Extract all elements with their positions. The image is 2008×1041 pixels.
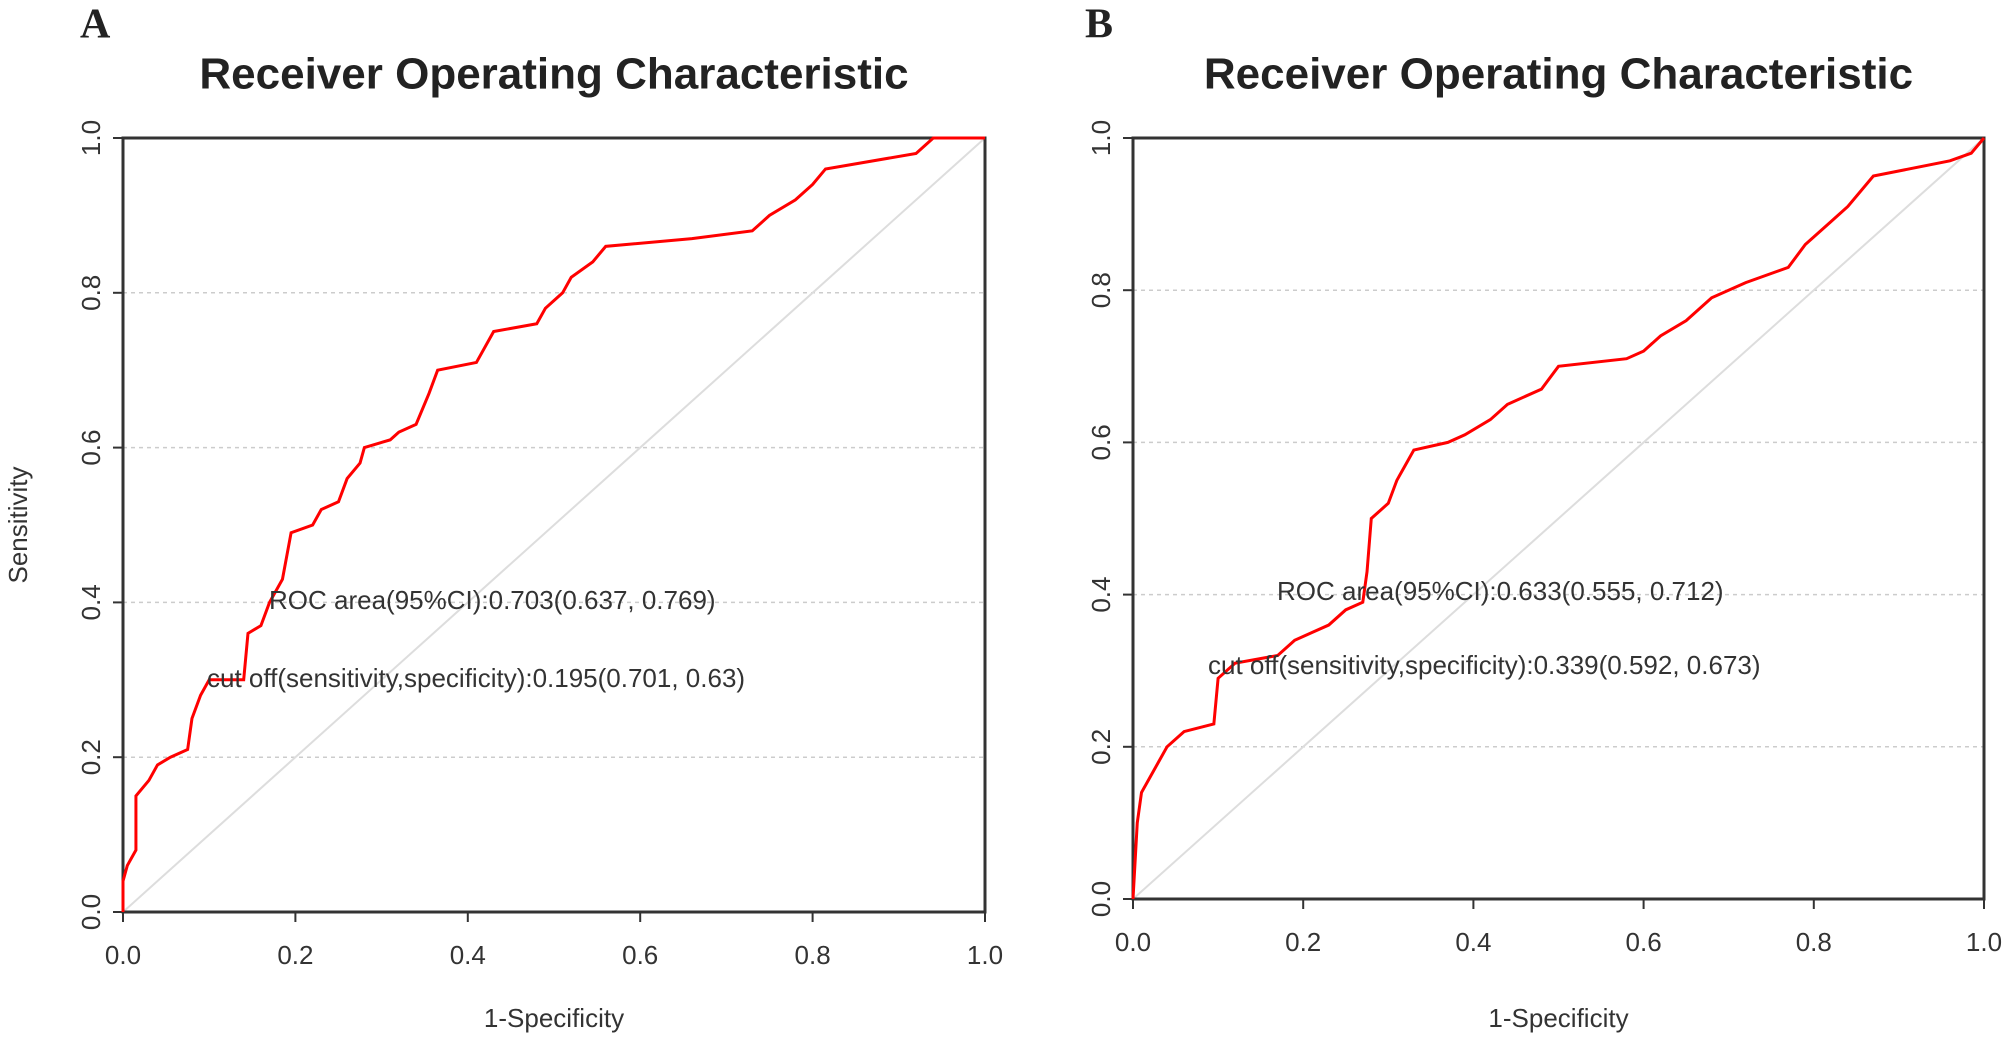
y-tick-label: 0.2	[1086, 729, 1116, 765]
x-tick-label: 1.0	[1966, 927, 2002, 957]
x-tick-label: 0.6	[622, 940, 658, 970]
x-axis-label: 1-Specificity	[484, 1003, 624, 1033]
chart-title: Receiver Operating Characteristic	[199, 50, 908, 99]
y-tick-label: 1.0	[1086, 120, 1116, 156]
x-tick-label: 1.0	[967, 940, 1003, 970]
reference-diagonal	[122, 137, 986, 913]
y-tick-label: 0.0	[76, 894, 106, 930]
plot-frame	[121, 136, 987, 914]
x-axis-label: 1-Specificity	[1488, 1003, 1628, 1033]
annotation: ROC area(95%CI):0.633(0.555, 0.712)	[1277, 576, 1724, 606]
x-tick-label: 0.0	[1115, 927, 1151, 957]
roc-curve	[121, 136, 985, 912]
y-tick-label: 0.6	[1086, 424, 1116, 460]
x-tick-label: 0.0	[105, 940, 141, 970]
y-tick-label: 0.8	[1086, 272, 1116, 308]
y-tick-label: 0.0	[1086, 881, 1116, 917]
y-tick-label: 1.0	[76, 120, 106, 156]
x-tick-label: 0.4	[1455, 927, 1491, 957]
y-tick-label: 0.4	[76, 584, 106, 620]
panel-letter: B	[1085, 2, 1113, 48]
x-tick-label: 0.6	[1626, 927, 1662, 957]
annotation: cut off(sensitivity,specificity):0.195(0…	[207, 663, 745, 693]
y-tick-label: 0.2	[76, 739, 106, 775]
annotation: cut off(sensitivity,specificity):0.339(0…	[1208, 650, 1761, 680]
x-tick-label: 0.2	[1285, 927, 1321, 957]
x-tick-label: 0.8	[1796, 927, 1832, 957]
y-tick-label: 0.8	[76, 275, 106, 311]
x-tick-label: 0.4	[450, 940, 486, 970]
y-tick-label: 0.6	[76, 430, 106, 466]
reference-diagonal	[1132, 137, 1985, 900]
chart-title: Receiver Operating Characteristic	[1204, 50, 1913, 99]
y-axis-label: Sensitivity	[3, 466, 33, 583]
x-tick-label: 0.8	[795, 940, 831, 970]
panel-letter: A	[80, 2, 111, 48]
annotation: ROC area(95%CI):0.703(0.637, 0.769)	[269, 585, 716, 615]
plot-frame	[1131, 136, 1986, 901]
y-tick-label: 0.4	[1086, 577, 1116, 613]
x-tick-label: 0.2	[277, 940, 313, 970]
roc-curve	[1131, 137, 1986, 900]
